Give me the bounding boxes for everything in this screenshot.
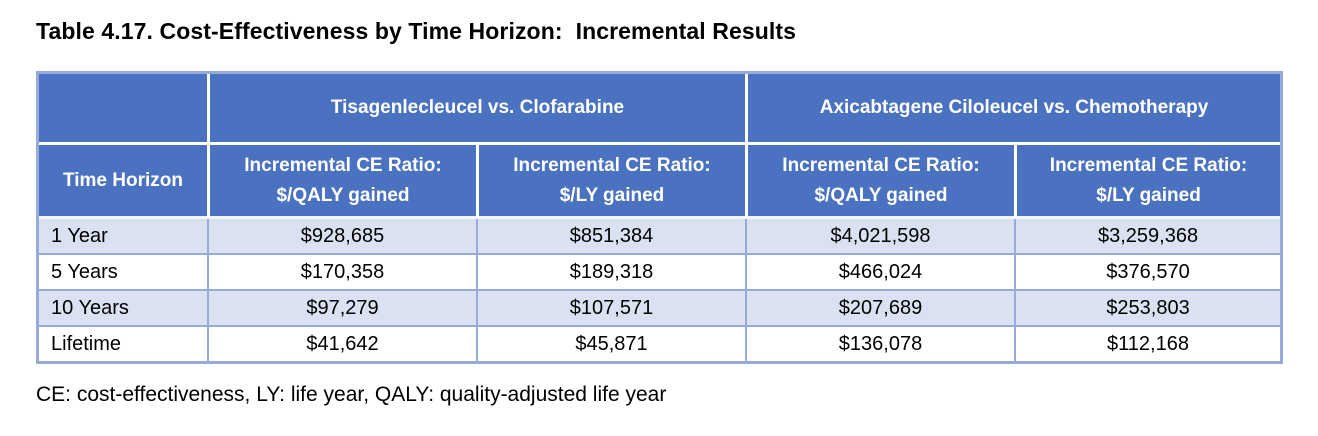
cell-value: $3,259,368 [1014, 219, 1281, 253]
table-row-10-years: 10 Years $97,279 $107,571 $207,689 $253,… [39, 289, 1281, 325]
cell-value: $466,024 [745, 253, 1015, 289]
abbreviations-footnote: CE: cost-effectiveness, LY: life year, Q… [36, 383, 667, 406]
row-label: 5 Years [39, 253, 207, 289]
cost-effectiveness-table: Tisagenlecleucel vs. Clofarabine Axicabt… [39, 74, 1281, 361]
cell-value: $170,358 [207, 253, 476, 289]
cell-value: $112,168 [1014, 325, 1281, 361]
group-header-row: Tisagenlecleucel vs. Clofarabine Axicabt… [39, 74, 1281, 145]
column-header-axi-qaly: Incremental CE Ratio: $/QALY gained [745, 145, 1015, 219]
column-header-row: Time Horizon Incremental CE Ratio: $/QAL… [39, 145, 1281, 219]
cell-value: $41,642 [207, 325, 476, 361]
cell-value: $189,318 [476, 253, 746, 289]
column-header-line: $/QALY gained [276, 184, 410, 206]
group-header-tisagenlecleucel: Tisagenlecleucel vs. Clofarabine [207, 74, 746, 145]
group-header-empty-cell [39, 74, 207, 145]
cell-value: $376,570 [1014, 253, 1281, 289]
cell-value: $4,021,598 [745, 219, 1015, 253]
cell-value: $207,689 [745, 289, 1015, 325]
row-label: 10 Years [39, 289, 207, 325]
group-header-axicabtagene: Axicabtagene Ciloleucel vs. Chemotherapy [745, 74, 1281, 145]
column-header-line: Incremental CE Ratio: [1049, 155, 1248, 177]
cell-value: $851,384 [476, 219, 746, 253]
column-header-line: $/QALY gained [814, 184, 948, 206]
cell-value: $45,871 [476, 325, 746, 361]
table-row-lifetime: Lifetime $41,642 $45,871 $136,078 $112,1… [39, 325, 1281, 361]
table-row-1-year: 1 Year $928,685 $851,384 $4,021,598 $3,2… [39, 219, 1281, 253]
column-header-axi-ly: Incremental CE Ratio: $/LY gained [1014, 145, 1281, 219]
cell-value: $107,571 [476, 289, 746, 325]
column-header-time-horizon: Time Horizon [39, 145, 207, 219]
cost-effectiveness-table-wrapper: Tisagenlecleucel vs. Clofarabine Axicabt… [36, 71, 1284, 364]
column-header-tisa-qaly: Incremental CE Ratio: $/QALY gained [207, 145, 476, 219]
column-header-line: Incremental CE Ratio: [513, 155, 711, 177]
row-label: 1 Year [39, 219, 207, 253]
column-header-line: $/LY gained [559, 184, 665, 206]
cell-value: $136,078 [745, 325, 1015, 361]
column-header-line: Incremental CE Ratio: [244, 155, 442, 177]
column-header-line: Incremental CE Ratio: [782, 155, 980, 177]
column-header-line: $/LY gained [1096, 184, 1201, 206]
cell-value: $253,803 [1014, 289, 1281, 325]
row-label: Lifetime [39, 325, 207, 361]
cell-value: $97,279 [207, 289, 476, 325]
table-title: Table 4.17. Cost-Effectiveness by Time H… [36, 18, 797, 44]
table-row-5-years: 5 Years $170,358 $189,318 $466,024 $376,… [39, 253, 1281, 289]
column-header-tisa-ly: Incremental CE Ratio: $/LY gained [476, 145, 746, 219]
cell-value: $928,685 [207, 219, 476, 253]
